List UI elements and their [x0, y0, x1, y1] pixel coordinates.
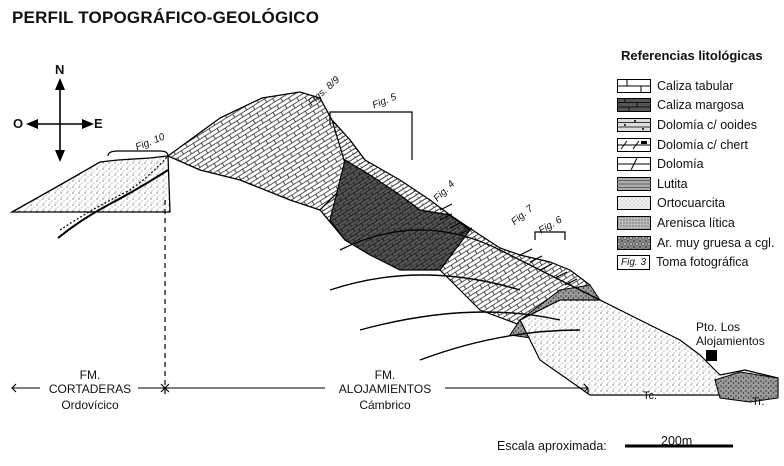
location-marker: [706, 350, 717, 361]
legend-label: Dolomía c/ ooides: [657, 117, 758, 132]
conglomerado-swatch-icon: [617, 235, 651, 250]
legend-item-lutita: Lutita: [617, 174, 774, 194]
formation-boundaries: [164, 200, 589, 395]
legend: Caliza tabular Caliza margosa Dolomía c/…: [617, 76, 774, 272]
caliza-margosa-swatch-icon: [617, 98, 651, 113]
legend-label: Toma fotográfica: [656, 255, 749, 270]
alojamientos-ridge: [166, 91, 779, 403]
cortaderas-hill: [9, 155, 171, 239]
scale-label: Escala aproximada:: [497, 439, 607, 453]
caliza-tabular-swatch-icon: [617, 78, 651, 93]
lutita-swatch-icon: [617, 176, 651, 191]
dolomia-chert-swatch-icon: [617, 137, 651, 152]
tr-label: Tr.: [752, 396, 765, 408]
legend-item-dolomia-ooides: Dolomía c/ ooides: [617, 115, 774, 135]
dolomia-swatch-icon: [617, 157, 651, 172]
legend-label: Dolomía: [657, 157, 704, 172]
formation-cortaderas-age: Ordovícico: [61, 398, 119, 412]
legend-item-dolomia-chert: Dolomía c/ chert: [617, 135, 774, 155]
formation-cortaderas-name: FM. CORTADERAS: [48, 368, 132, 396]
legend-item-caliza-margosa: Caliza margosa: [617, 96, 774, 116]
legend-item-caliza-tabular: Caliza tabular: [617, 76, 774, 96]
legend-label: Ar. muy gruesa a cgl.: [657, 235, 775, 250]
photo-arrows: [439, 203, 578, 286]
figure-brackets: [107, 111, 566, 240]
legend-label: Dolomía c/ chert: [657, 137, 749, 152]
legend-item-conglomerado: Ar. muy gruesa a cgl.: [617, 233, 774, 253]
compass-west-label: O: [13, 116, 24, 131]
legend-item-arenisca-litica: Arenisca lítica: [617, 213, 774, 233]
fig-ref-swatch: Fig. 3: [617, 254, 651, 270]
arenisca-litica-swatch-icon: [617, 215, 651, 230]
formation-alojamientos-name: FM. ALOJAMIENTOS: [338, 368, 432, 396]
compass-icon: [26, 78, 94, 162]
formation-alojamientos-age: Cámbrico: [359, 398, 411, 412]
dolomia-ooides-swatch-icon: [617, 117, 651, 132]
legend-label: Caliza tabular: [657, 78, 734, 93]
page-title: PERFIL TOPOGRÁFICO-GEOLÓGICO: [12, 8, 320, 27]
legend-label: Arenisca lítica: [657, 215, 735, 230]
legend-label: Caliza margosa: [657, 98, 744, 113]
formation-extent-lines: [11, 383, 589, 393]
legend-label: Lutita: [657, 176, 688, 191]
compass-north-label: N: [55, 62, 65, 77]
location-label: Pto. Los Alojamientos: [696, 320, 765, 348]
tc-label: Tc.: [643, 390, 658, 402]
legend-item-ortocuarcita: Ortocuarcita: [617, 194, 774, 214]
legend-item-dolomia: Dolomía: [617, 154, 774, 174]
legend-item-toma-fotografica: Fig. 3 Toma fotográfica: [617, 252, 774, 272]
legend-title: Referencias litológicas: [621, 48, 763, 63]
scale-value: 200m: [661, 434, 693, 448]
ortocuarcita-swatch-icon: [617, 196, 651, 211]
legend-label: Ortocuarcita: [657, 196, 726, 211]
compass-east-label: E: [94, 116, 103, 131]
